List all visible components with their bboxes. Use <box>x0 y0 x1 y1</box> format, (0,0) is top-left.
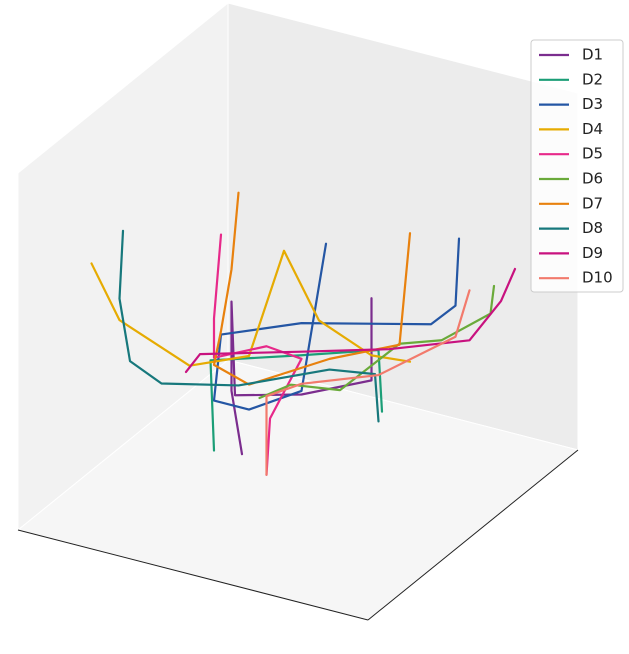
series-line <box>212 233 303 476</box>
x-axis-line <box>17 529 369 621</box>
legend-label: D1 <box>582 46 603 64</box>
series-line <box>118 229 380 423</box>
panes <box>16 1 580 621</box>
y-axis-line <box>367 449 579 621</box>
legend-label: D10 <box>582 269 613 287</box>
legend-label: D6 <box>582 170 603 188</box>
legend-label: D2 <box>582 70 603 88</box>
legend-label: D8 <box>582 219 603 237</box>
legend-label: D4 <box>582 120 603 138</box>
legend-label: D3 <box>582 95 603 113</box>
legend-label: D7 <box>582 194 603 212</box>
legend-label: D9 <box>582 244 603 262</box>
legend: D1 D2 D3 D4 D5 D6 D7 D8 D9 D10 <box>530 39 624 293</box>
series-line <box>230 297 373 456</box>
series-line <box>184 267 517 374</box>
series-line <box>209 348 384 452</box>
lines <box>90 191 517 476</box>
series-line <box>212 191 412 386</box>
legend-label: D5 <box>582 145 603 163</box>
series-line <box>265 289 471 476</box>
